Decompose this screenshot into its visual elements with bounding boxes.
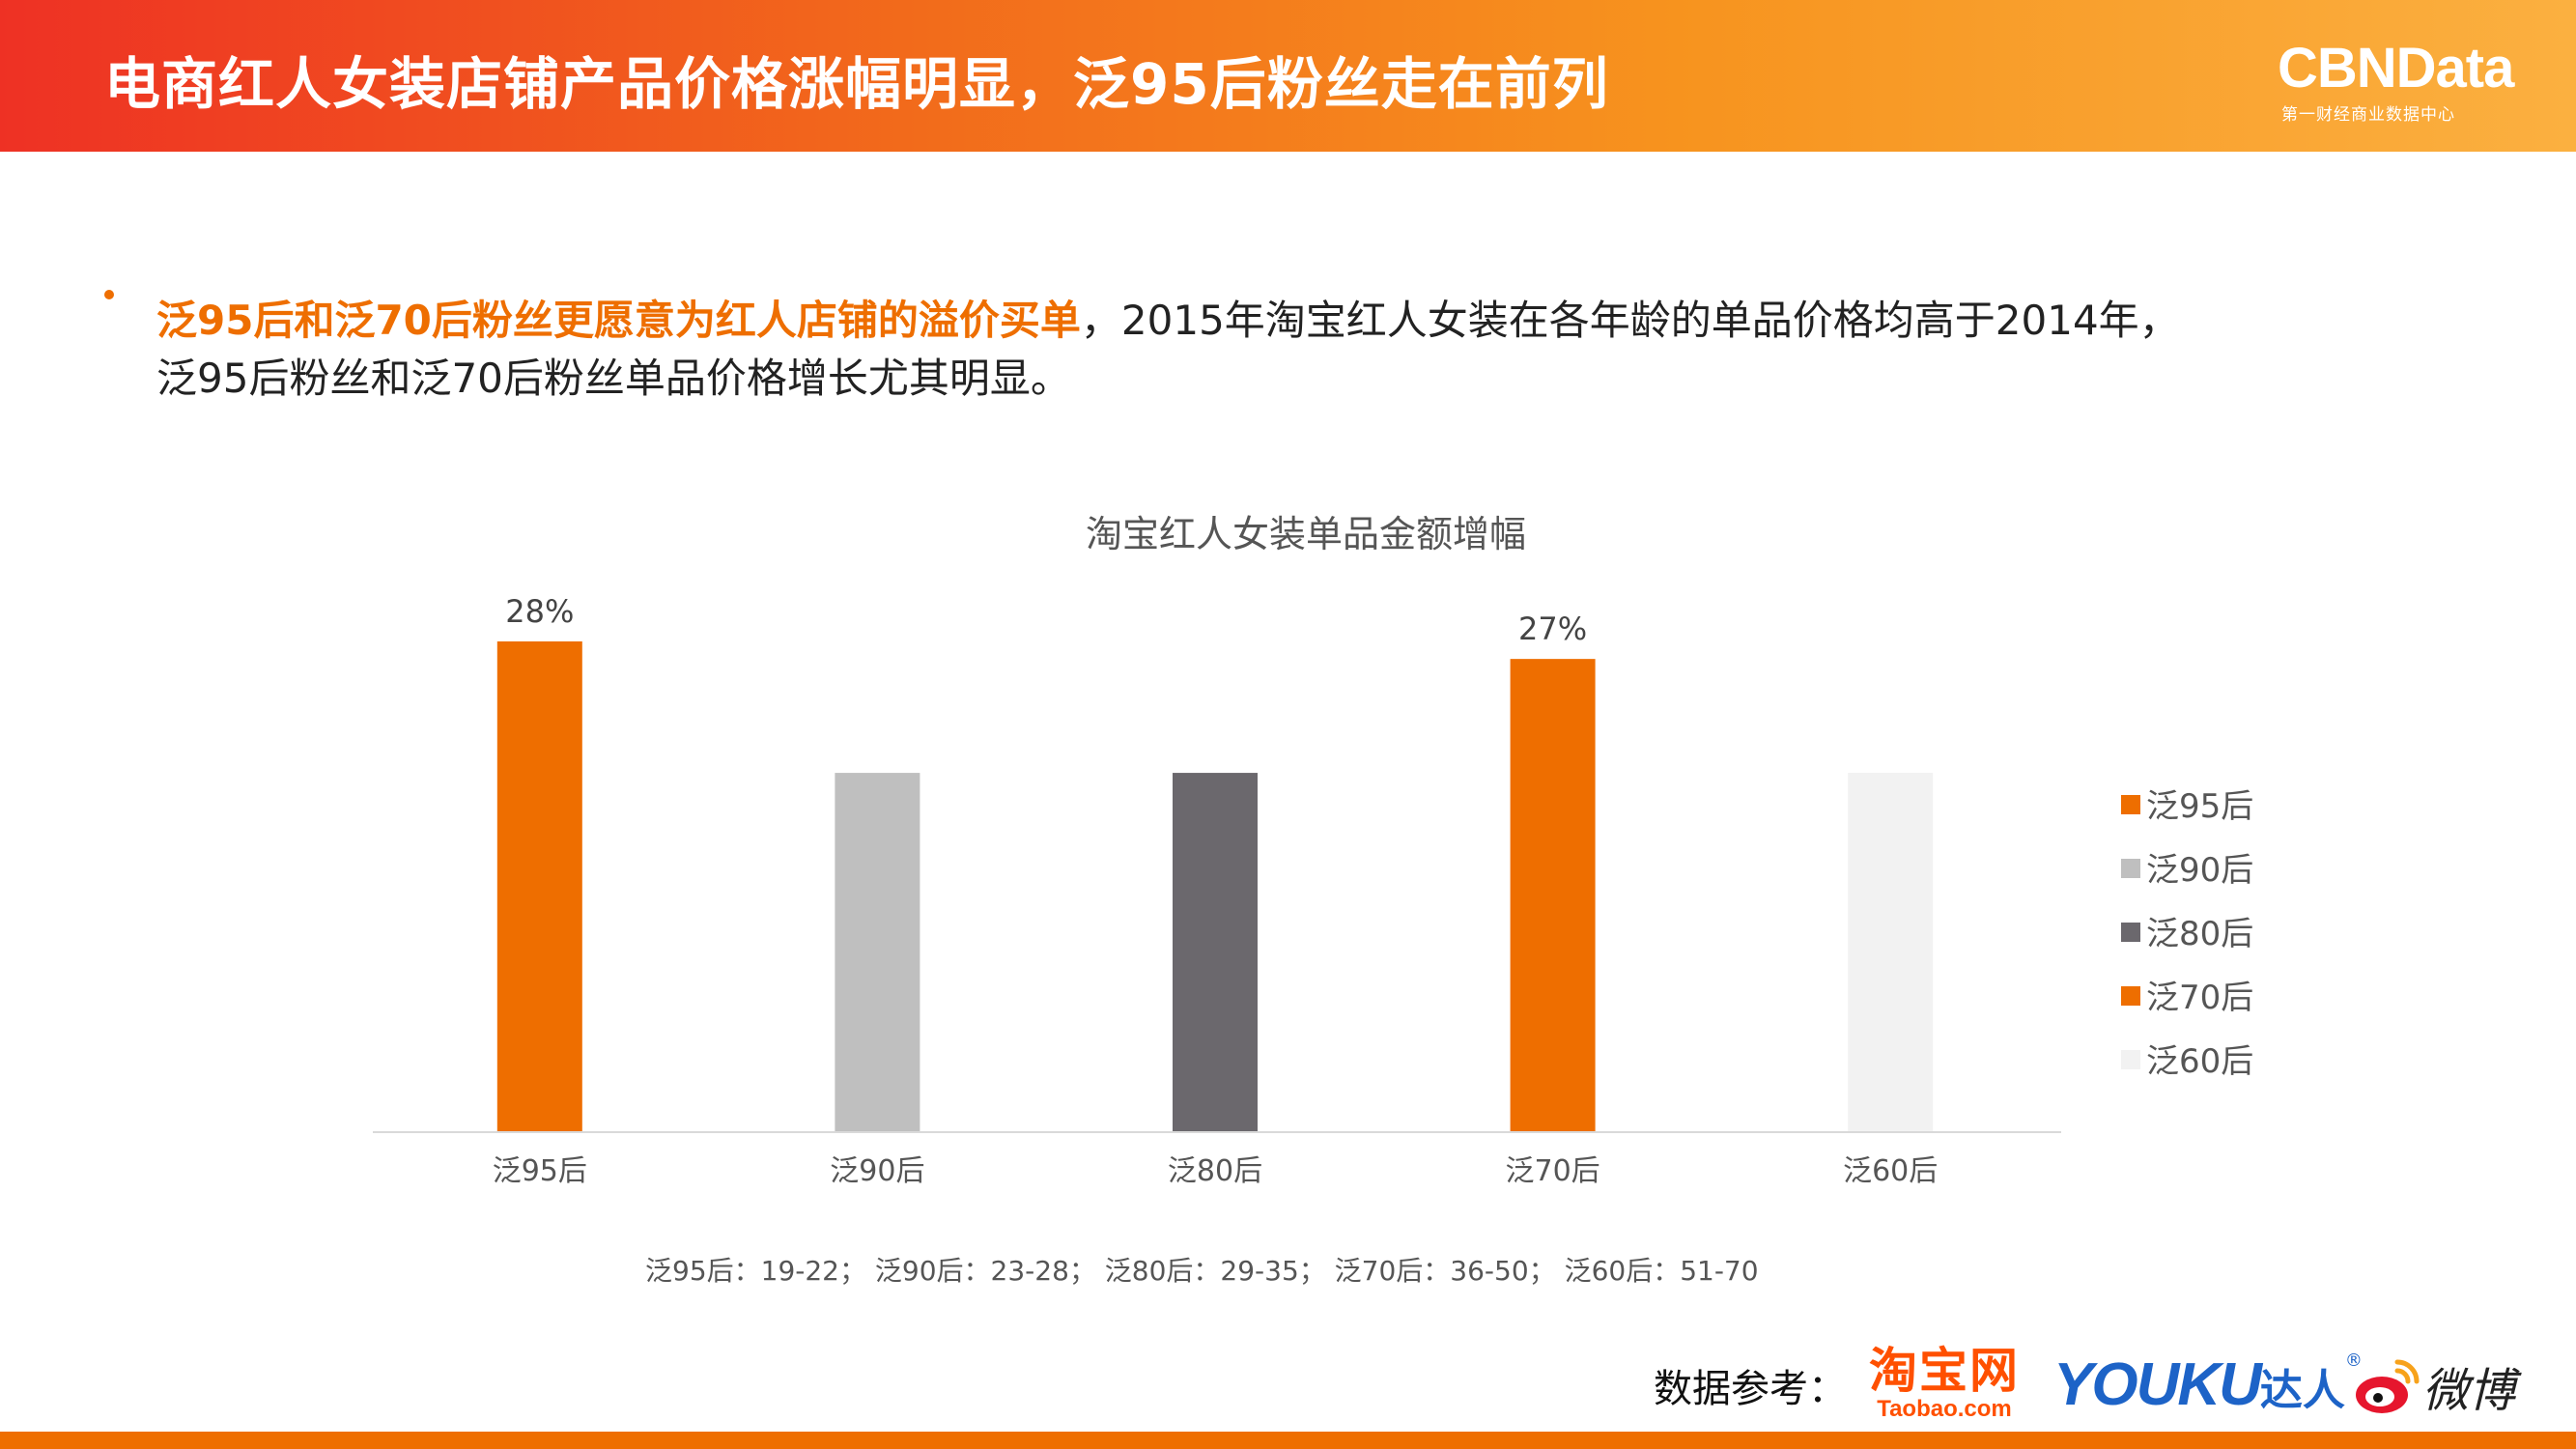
bar-5 <box>1848 773 1934 1132</box>
x-tick-label-4: 泛70后 <box>1506 1154 1600 1188</box>
legend-label-3: 泛80后 <box>2146 915 2253 953</box>
bullet-highlight: 泛95后和泛70后粉丝更愿意为红人店铺的溢价买单 <box>156 297 1081 344</box>
taobao-logo-text: 淘宝网 <box>1869 1343 2020 1399</box>
page-title: 电商红人女装店铺产品价格涨幅明显，泛95后粉丝走在前列 <box>104 51 1609 117</box>
youku-logo-suffix: 达人 <box>2259 1366 2345 1415</box>
registered-mark: ® <box>2344 1350 2363 1371</box>
bottom-accent-bar <box>0 1432 2576 1449</box>
legend-label-2: 泛90后 <box>2146 851 2253 890</box>
legend-swatch-5 <box>2121 1050 2140 1069</box>
bar-1 <box>496 641 582 1132</box>
weibo-icon <box>2356 1359 2420 1413</box>
source-label: 数据参考： <box>1654 1367 1847 1411</box>
brand-name: CBNData <box>2278 37 2514 99</box>
bullet-text-line2: 泛95后粉丝和泛70后粉丝单品价格增长尤其明显。 <box>156 355 1071 402</box>
brand-logo: CBNData 第一财经商业数据中心 <box>2278 37 2514 126</box>
summary-bullet: 泛95后和泛70后粉丝更愿意为红人店铺的溢价买单，2015年淘宝红人女装在各年龄… <box>156 292 2301 408</box>
youku-logo-text: YOUKU <box>2053 1351 2262 1418</box>
legend-swatch-4 <box>2121 986 2140 1006</box>
legend-label-5: 泛60后 <box>2146 1042 2253 1081</box>
bar-2 <box>835 773 920 1132</box>
x-tick-label-3: 泛80后 <box>1168 1154 1262 1188</box>
bullet-text-line1: ，2015年淘宝红人女装在各年龄的单品价格均高于2014年， <box>1080 297 2180 344</box>
youku-logo: YOUKU达人® <box>2053 1350 2363 1419</box>
legend-label-4: 泛70后 <box>2146 979 2253 1017</box>
bar-4 <box>1510 659 1596 1132</box>
x-tick-label-2: 泛90后 <box>830 1154 924 1188</box>
data-label-4: 27% <box>1518 611 1587 647</box>
taobao-logo: 淘宝网 Taobao.com <box>1869 1345 2020 1422</box>
chart-title: 淘宝红人女装单品金额增幅 <box>1086 513 1526 555</box>
legend-swatch-3 <box>2121 923 2140 942</box>
data-label-1: 28% <box>505 593 574 630</box>
legend-swatch-1 <box>2121 795 2140 814</box>
legend-swatch-2 <box>2121 859 2140 878</box>
x-tick-label-1: 泛95后 <box>493 1154 587 1188</box>
taobao-logo-domain: Taobao.com <box>1877 1396 2012 1422</box>
weibo-logo: 微博 <box>2353 1352 2515 1420</box>
legend-label-1: 泛95后 <box>2146 787 2253 826</box>
brand-subtitle: 第一财经商业数据中心 <box>2281 105 2455 125</box>
age-range-footnote: 泛95后：19-22； 泛90后：23-28； 泛80后：29-35； 泛70后… <box>645 1255 1759 1287</box>
header-bar: 电商红人女装店铺产品价格涨幅明显，泛95后粉丝走在前列 CBNData 第一财经… <box>0 0 2576 152</box>
weibo-logo-text: 微博 <box>2422 1364 2516 1418</box>
x-tick-label-5: 泛60后 <box>1843 1154 1938 1188</box>
bullet-dot <box>104 290 114 299</box>
bar-3 <box>1173 773 1258 1132</box>
